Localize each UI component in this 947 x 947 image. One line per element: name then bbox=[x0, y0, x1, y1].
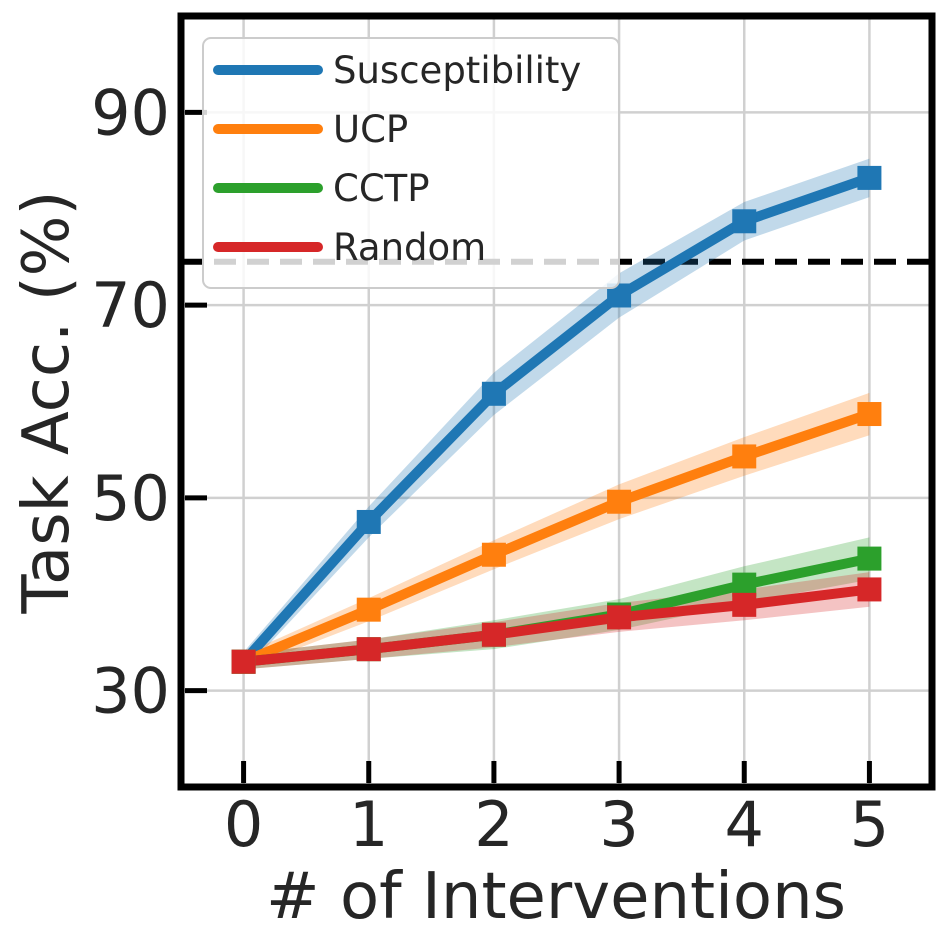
y-tick-label-2: 70 bbox=[91, 269, 170, 342]
legend-label-susceptibility: Susceptibility bbox=[333, 49, 581, 92]
marker-susceptibility-5 bbox=[857, 165, 882, 190]
y-tick-label-1: 50 bbox=[91, 462, 170, 535]
marker-ucp-5 bbox=[857, 402, 882, 427]
series-line-susceptibility bbox=[238, 172, 875, 667]
x-axis-title: # of Interventions bbox=[266, 860, 846, 934]
series-line-random bbox=[238, 584, 875, 667]
marker-ucp-4 bbox=[732, 444, 757, 469]
legend-label-random: Random bbox=[333, 226, 486, 269]
marker-random-0 bbox=[231, 649, 256, 674]
x-tick-label-3: 3 bbox=[599, 788, 638, 861]
marker-susceptibility-1 bbox=[356, 509, 381, 534]
x-ticks: 0 1 2 3 4 5 bbox=[224, 761, 889, 861]
marker-susceptibility-4 bbox=[732, 209, 757, 234]
marker-ucp-1 bbox=[356, 597, 381, 622]
x-tick-label-0: 0 bbox=[224, 788, 263, 861]
legend-label-ucp: UCP bbox=[333, 108, 408, 151]
x-tick-label-1: 1 bbox=[349, 788, 388, 861]
band-susceptibility bbox=[243, 158, 870, 672]
marker-random-5 bbox=[857, 577, 882, 602]
x-tick-label-4: 4 bbox=[725, 788, 764, 861]
marker-susceptibility-2 bbox=[481, 381, 506, 406]
marker-cctp-4 bbox=[732, 572, 757, 597]
marker-ucp-3 bbox=[607, 489, 632, 514]
marker-random-2 bbox=[481, 622, 506, 647]
series-line-ucp bbox=[238, 409, 875, 667]
y-tick-label-0: 30 bbox=[91, 655, 170, 728]
legend-label-cctp: CCTP bbox=[333, 167, 430, 210]
marker-random-3 bbox=[607, 605, 632, 630]
legend: Susceptibility UCP CCTP Random bbox=[202, 37, 620, 289]
marker-ucp-2 bbox=[481, 542, 506, 567]
series-markers bbox=[231, 165, 882, 674]
plot-frame bbox=[177, 12, 936, 791]
marker-random-4 bbox=[732, 592, 757, 617]
marker-random-1 bbox=[356, 637, 381, 662]
y-ticks: 30 50 70 90 bbox=[91, 76, 207, 728]
band-cctp bbox=[243, 537, 870, 670]
marker-cctp-5 bbox=[857, 546, 882, 571]
legend-box bbox=[202, 37, 620, 289]
y-axis-title: Task Acc. (%) bbox=[10, 191, 84, 615]
y-tick-label-3: 90 bbox=[91, 76, 170, 149]
x-tick-label-5: 5 bbox=[850, 788, 889, 861]
series-lines bbox=[238, 172, 875, 667]
x-tick-label-2: 2 bbox=[474, 788, 513, 861]
